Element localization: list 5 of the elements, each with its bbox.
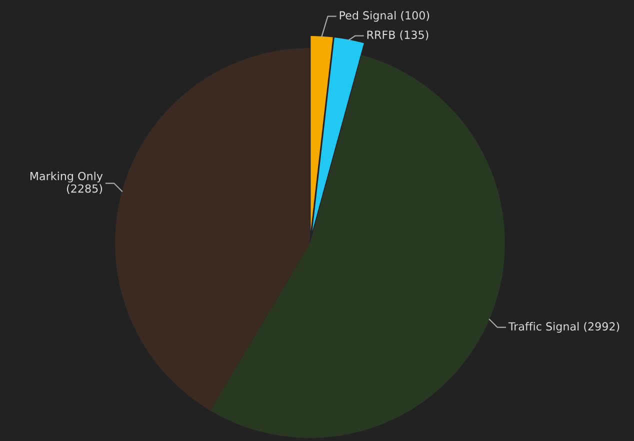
slice-label: Traffic Signal (2992) [508, 322, 620, 333]
slice-label: Marking Only [30, 172, 103, 182]
slice-label: Ped Signal (100) [340, 10, 430, 22]
slice-label: RRFB (135) [367, 30, 428, 40]
data-label: (2285) [66, 184, 102, 194]
